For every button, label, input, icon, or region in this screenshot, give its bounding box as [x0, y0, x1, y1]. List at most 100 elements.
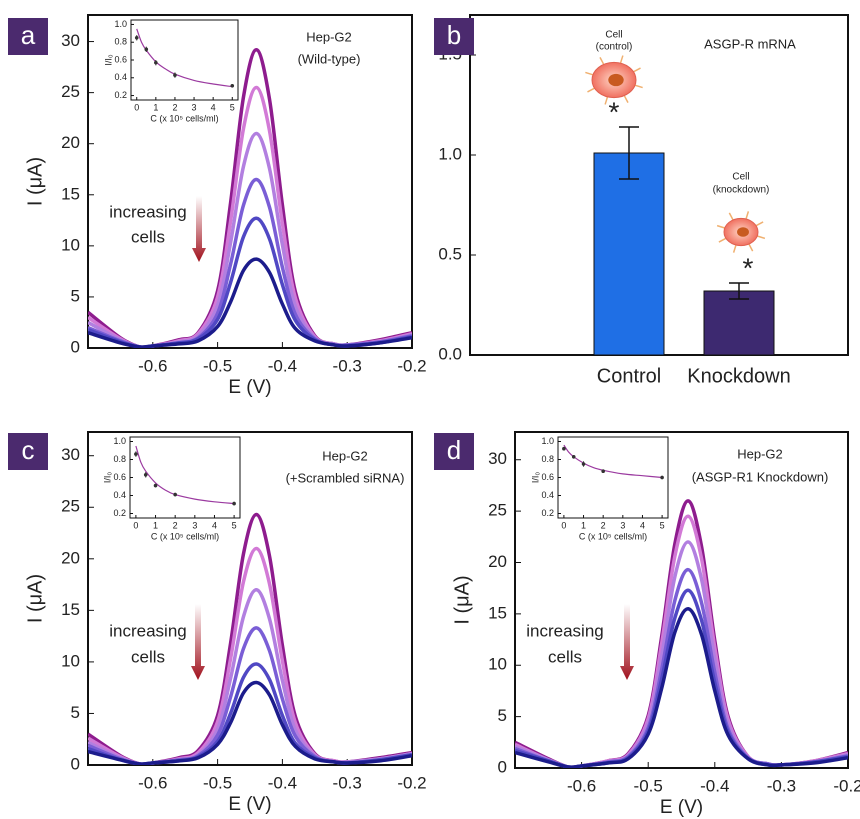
x-tick-label: 0 [134, 102, 139, 112]
y-axis-label: I/I₀ [102, 472, 112, 484]
panel-label-box [434, 433, 474, 470]
panel-label: b [447, 20, 461, 50]
x-tick-label: -0.6 [138, 773, 167, 792]
y-tick-label: 20 [61, 133, 80, 152]
panel: 0.00.51.01.5ControlKnockdownbASGP-R mRNA… [434, 14, 849, 387]
y-tick-label: 10 [61, 235, 80, 254]
y-tick-label: 5 [71, 286, 80, 305]
y-tick-label: 0.0 [438, 344, 462, 363]
x-tick-label: -0.2 [397, 356, 426, 375]
panel-label: c [22, 435, 35, 465]
y-tick-label: 0.2 [541, 508, 554, 518]
inset: 0.2 0.4 0.6 0.8 1.0 0 1 2 3 4 5 C (x 10⁵ cells/ml) I… [102, 436, 241, 541]
y-tick-label: 0.4 [113, 490, 126, 500]
arrow [192, 196, 206, 262]
arrow [620, 604, 634, 680]
y-tick-label: 10 [61, 651, 80, 670]
panel-label: d [447, 435, 461, 465]
panel-label-box [434, 18, 474, 55]
plot-frame [129, 436, 241, 519]
inset: 0.2 0.4 0.6 0.8 1.0 0 1 2 3 4 5 C (x 10⁵ cells/ml) I… [530, 436, 669, 541]
cell-spike [745, 211, 750, 220]
y-tick-label: 0.4 [541, 490, 554, 500]
x-axis-label: E (V) [228, 794, 271, 815]
y-tick-label: 30 [488, 449, 507, 468]
cell-spike [585, 71, 594, 76]
x-tick-label: 1 [581, 520, 586, 530]
voltammogram-line [88, 680, 412, 765]
data-point [144, 47, 149, 52]
y-tick-label: 25 [61, 497, 80, 516]
annotation: cells [131, 227, 165, 246]
annotation: increasing [109, 621, 187, 640]
x-axis-label: C (x 10⁵ cells/ml) [150, 113, 218, 123]
y-axis-label: I (μA) [24, 157, 46, 206]
x-tick-label: 3 [620, 520, 625, 530]
annotation: cells [548, 647, 582, 666]
fit-line [136, 28, 233, 88]
panel-label-box [8, 18, 48, 55]
x-tick-label: -0.6 [567, 776, 596, 795]
x-tick-label: 5 [660, 520, 665, 530]
y-tick-label: 0.6 [114, 54, 127, 64]
x-tick-label: -0.2 [833, 776, 860, 795]
y-tick-label: 0 [71, 754, 80, 773]
x-tick-label: 0 [133, 520, 138, 530]
y-tick-label: 1.0 [438, 144, 462, 163]
cell-spike [623, 95, 629, 103]
bar [703, 290, 775, 356]
cell-spike [728, 212, 734, 221]
y-tick-label: 1.0 [114, 19, 127, 29]
y-tick-label: 15 [61, 184, 80, 203]
y-tick-label: 30 [61, 31, 80, 50]
bar [593, 152, 665, 356]
x-tick-label: -0.5 [203, 356, 232, 375]
data-point [173, 73, 177, 77]
cell-spike [732, 244, 737, 253]
data-point [153, 483, 158, 488]
x-axis-label: C (x 10⁵ cells/ml) [579, 531, 647, 541]
annotation: ASGP-R mRNA [704, 36, 796, 51]
y-tick-label: 20 [61, 548, 80, 567]
x-tick-label: 5 [230, 102, 235, 112]
x-tick-label: Knockdown [687, 365, 790, 387]
y-tick-label: 5 [71, 703, 80, 722]
fit-line [563, 444, 663, 479]
y-tick-label: 0.6 [113, 472, 126, 482]
arrow [191, 604, 205, 680]
cell-nucleus [608, 73, 624, 87]
x-tick-label: -0.5 [634, 776, 663, 795]
y-tick-label: 0.4 [114, 72, 127, 82]
annotation: Cell [605, 30, 622, 41]
x-tick-label: 5 [232, 520, 237, 530]
cell-spike [748, 243, 754, 252]
x-tick-label: 2 [601, 520, 606, 530]
cell-spike [634, 84, 643, 89]
data-point [143, 473, 148, 477]
y-tick-label: 0 [71, 337, 80, 356]
data-point [571, 455, 576, 459]
cell-spike [718, 237, 727, 243]
y-tick-label: 0.6 [541, 472, 554, 482]
data-point [154, 60, 158, 65]
cell-spike [755, 221, 764, 227]
cell-spike [716, 224, 725, 229]
cell-spike [757, 235, 766, 240]
annotation: Cell [732, 172, 749, 183]
data-point [230, 83, 235, 88]
y-axis-label: I/I₀ [530, 472, 540, 484]
cell-spike [633, 67, 641, 73]
x-tick-label: 4 [212, 520, 217, 530]
data-point [660, 475, 664, 480]
data-point [562, 446, 566, 451]
y-tick-label: 10 [488, 655, 507, 674]
x-tick-label: 1 [153, 520, 158, 530]
y-tick-label: 1.0 [541, 436, 554, 446]
panel-label-box [8, 433, 48, 470]
x-tick-label: -0.3 [767, 776, 796, 795]
data-point [601, 469, 605, 474]
plot-frame [557, 436, 669, 519]
y-axis-label: I (μA) [24, 574, 46, 623]
